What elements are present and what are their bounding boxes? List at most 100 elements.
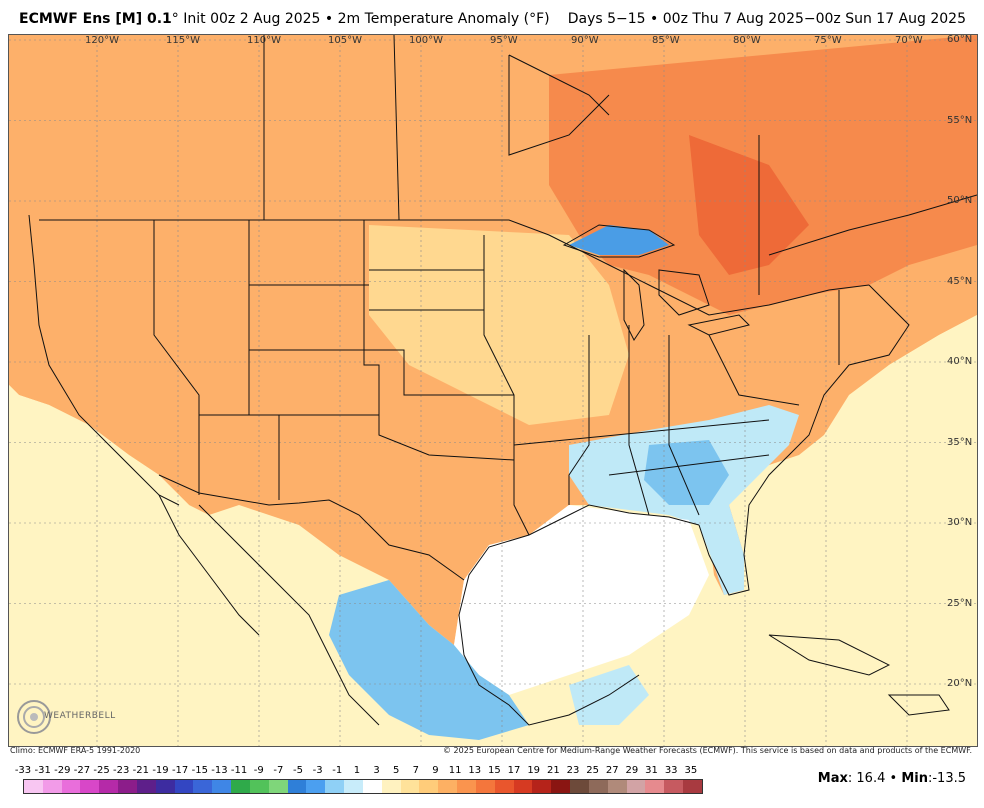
us-canada-border	[39, 219, 870, 316]
min-value: -13.5	[932, 771, 966, 786]
latitude-label: 35°N	[947, 436, 973, 448]
latitude-label: 30°N	[947, 517, 973, 528]
us-mexico-border	[158, 474, 465, 581]
colorbar-swatch	[24, 780, 43, 793]
colorbar-swatch	[268, 780, 288, 793]
colorbar-swatch	[419, 780, 439, 793]
colorbar-label: 21	[546, 765, 560, 776]
state-line-13	[668, 335, 700, 516]
colorbar-swatch	[664, 780, 683, 793]
colorbar-label: -23	[113, 765, 130, 776]
colorbar-label: -7	[273, 765, 284, 776]
latitude-label: 50°N	[947, 195, 973, 206]
pacific-ocean	[9, 385, 369, 746]
colorbar-label: -25	[93, 765, 110, 776]
colorbar-swatch	[532, 780, 552, 793]
colorbar-label: -5	[292, 765, 303, 776]
copyright-note: © 2025 European Centre for Medium-Range …	[443, 746, 972, 755]
latitude-label: 60°N	[947, 34, 973, 45]
colorbar-label: 19	[527, 765, 541, 776]
colorbar-label: -1	[332, 765, 343, 776]
colorbar-swatch	[645, 780, 665, 793]
anomaly-map: 120°W 115°W 110°W 105°W 100°W 95°W 90°W 85°W 80°…	[8, 34, 978, 747]
mexico-west-coast	[198, 504, 380, 726]
chart-title: ECMWF Ens [M] 0.1° Init 00z 2 Aug 2025 •…	[19, 11, 550, 27]
colorbar-swatch	[344, 780, 363, 793]
colorbar-swatch	[362, 780, 382, 793]
colorbar-label: 35	[684, 765, 698, 776]
lake-superior	[562, 224, 676, 258]
colorbar-swatch	[42, 780, 62, 793]
colorbar-swatch	[607, 780, 627, 793]
colorbar-label: 13	[468, 765, 482, 776]
logo-text: WEATHERBELL	[44, 711, 116, 721]
max-value: 16.4	[856, 771, 886, 786]
gulf-coast	[458, 504, 700, 726]
colorbar-swatch	[61, 780, 81, 793]
lake-erie	[687, 314, 750, 336]
colorbar-swatch	[212, 780, 232, 793]
canada-province-2	[393, 35, 400, 221]
min-label: Min	[901, 771, 928, 786]
colorbar-swatch	[626, 780, 646, 793]
colorbar-swatch	[99, 780, 119, 793]
colorbar-label: -17	[171, 765, 189, 776]
canada-province-3	[508, 55, 610, 156]
state-line-15	[608, 454, 770, 476]
colorbar-swatch	[551, 780, 571, 793]
colorbar-swatch	[494, 780, 514, 793]
colorbar-swatch	[155, 780, 175, 793]
east-coast	[698, 284, 910, 596]
colorbar-label: 31	[645, 765, 658, 776]
colorbar-label: 33	[664, 765, 678, 776]
latitude-label: 45°N	[947, 275, 973, 287]
colorbar-swatch	[513, 780, 533, 793]
latitude-label: 20°N	[947, 678, 973, 689]
longitude-label: 75°W	[814, 35, 842, 46]
init-text: ° Init 00z 2 Aug 2025 • 2m Temperature A…	[171, 11, 550, 27]
lake-michigan	[623, 268, 645, 341]
model-name: ECMWF Ens [M] 0.1	[19, 11, 172, 27]
colorbar	[23, 779, 703, 794]
colorbar-label: -19	[152, 765, 169, 776]
swirl-icon	[17, 700, 51, 734]
political-boundaries	[28, 35, 977, 726]
colorbar-label: -3	[312, 765, 323, 776]
colorbar-swatch	[231, 780, 250, 793]
colorbar-swatch	[136, 780, 156, 793]
colorbar-swatch	[174, 780, 194, 793]
title-bar: ECMWF Ens [M] 0.1° Init 00z 2 Aug 2025 •…	[0, 0, 984, 34]
max-label: Max	[817, 771, 848, 786]
longitude-label: 85°W	[652, 35, 680, 46]
colorbar-swatch	[381, 780, 401, 793]
colorbar-swatch	[325, 780, 345, 793]
colorbar-label: 27	[605, 765, 619, 776]
central-plains-light-warm	[369, 225, 629, 425]
colorbar-swatch	[457, 780, 476, 793]
state-line-14	[708, 334, 800, 406]
state-line-7	[483, 235, 530, 536]
gulf-of-mexico	[454, 505, 709, 695]
colorbar-label: 7	[412, 765, 420, 776]
colorbar-label: -15	[191, 765, 208, 776]
colorbar-swatch	[306, 780, 326, 793]
longitude-label: 115°W	[166, 35, 200, 46]
colorbar-swatch	[287, 780, 307, 793]
baja-coast	[158, 494, 260, 636]
west-coast	[28, 214, 180, 506]
longitude-label: 80°W	[733, 35, 761, 46]
climo-note: Climo: ECMWF ERA-5 1991-2020	[10, 746, 141, 755]
weatherbell-logo: WEATHERBELL	[14, 697, 115, 737]
longitude-label: 100°W	[409, 35, 443, 46]
state-line-1	[153, 220, 200, 495]
colorbar-label: 23	[566, 765, 580, 776]
latitude-label: 25°N	[947, 597, 973, 609]
state-line-3	[363, 220, 515, 461]
longitude-label: 105°W	[328, 35, 362, 46]
colorbar-label: -29	[54, 765, 71, 776]
colorbar-label: -11	[230, 765, 248, 776]
mexico-cool-region	[329, 580, 529, 740]
colorbar-swatch	[570, 780, 589, 793]
colorbar-swatch	[118, 780, 137, 793]
colorbar-label: 5	[393, 765, 400, 776]
